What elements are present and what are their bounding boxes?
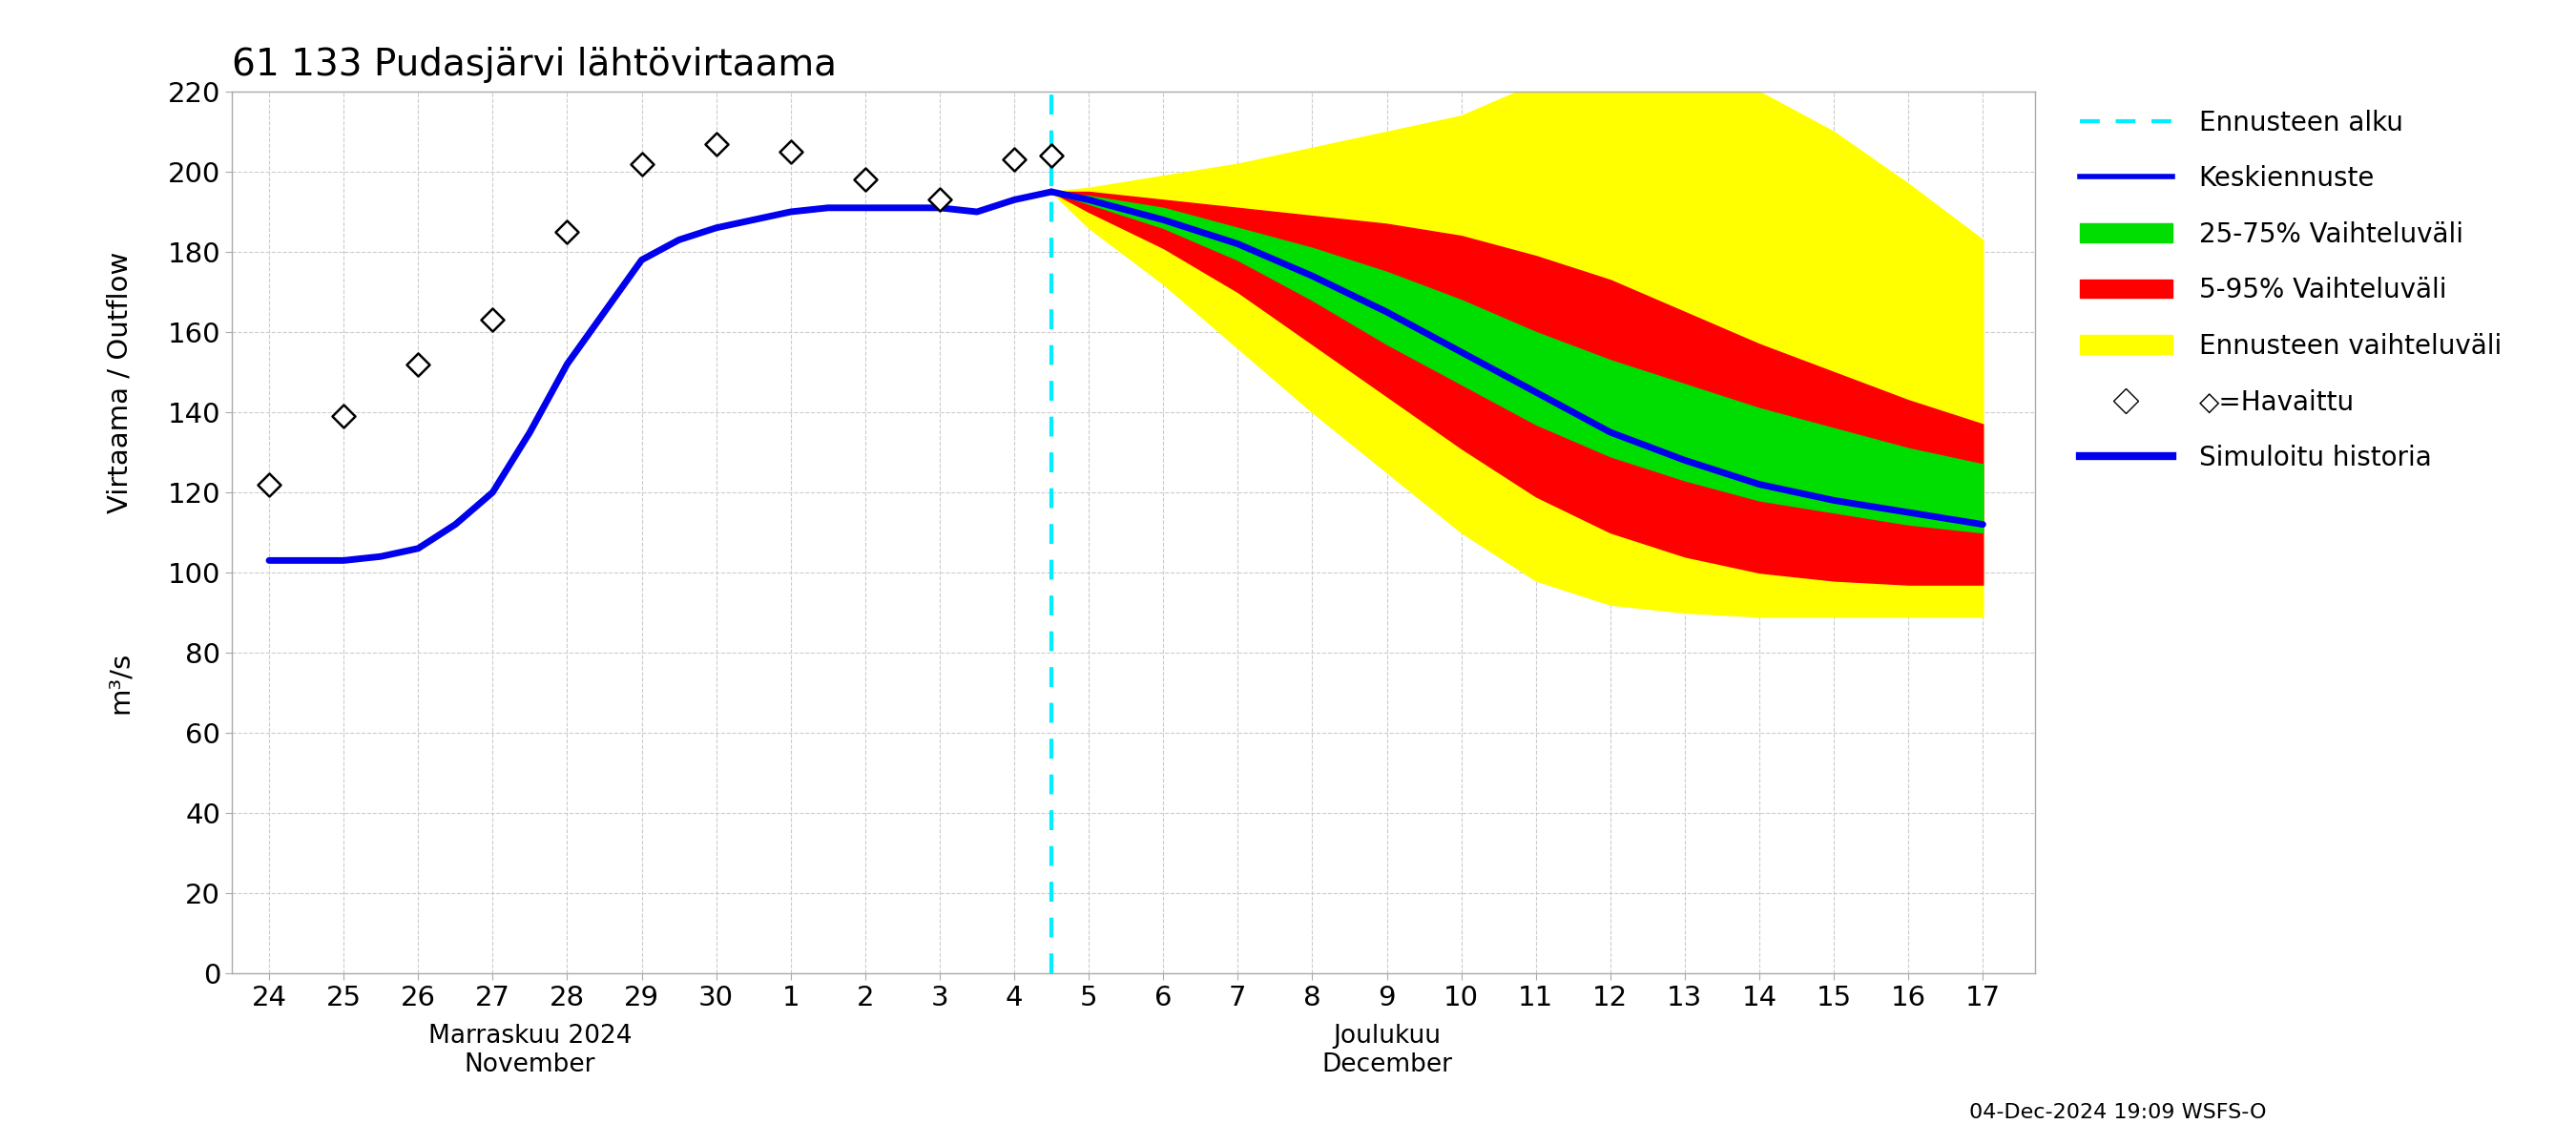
Point <box>920 190 961 208</box>
Point <box>247 475 289 493</box>
Point <box>994 150 1036 168</box>
Point <box>546 222 587 240</box>
Text: 04-Dec-2024 19:09 WSFS-O: 04-Dec-2024 19:09 WSFS-O <box>1971 1103 2267 1122</box>
Point <box>322 406 363 425</box>
Point <box>696 134 737 152</box>
Point <box>397 355 438 373</box>
Text: Virtaama / Outflow: Virtaama / Outflow <box>106 252 134 513</box>
Point <box>845 171 886 189</box>
Point <box>621 155 662 173</box>
Point <box>471 310 513 330</box>
Text: Joulukuu
December: Joulukuu December <box>1321 1024 1453 1077</box>
Text: 61 133 Pudasjärvi lähtövirtaama: 61 133 Pudasjärvi lähtövirtaama <box>232 47 837 84</box>
Text: m³/s: m³/s <box>106 652 134 713</box>
Point <box>770 142 811 160</box>
Text: Marraskuu 2024
November: Marraskuu 2024 November <box>428 1024 631 1077</box>
Legend: Ennusteen alku, Keskiennuste, 25-75% Vaihteluväli, 5-95% Vaihteluväli, Ennusteen: Ennusteen alku, Keskiennuste, 25-75% Vai… <box>2066 96 2514 484</box>
Point <box>1030 147 1072 165</box>
